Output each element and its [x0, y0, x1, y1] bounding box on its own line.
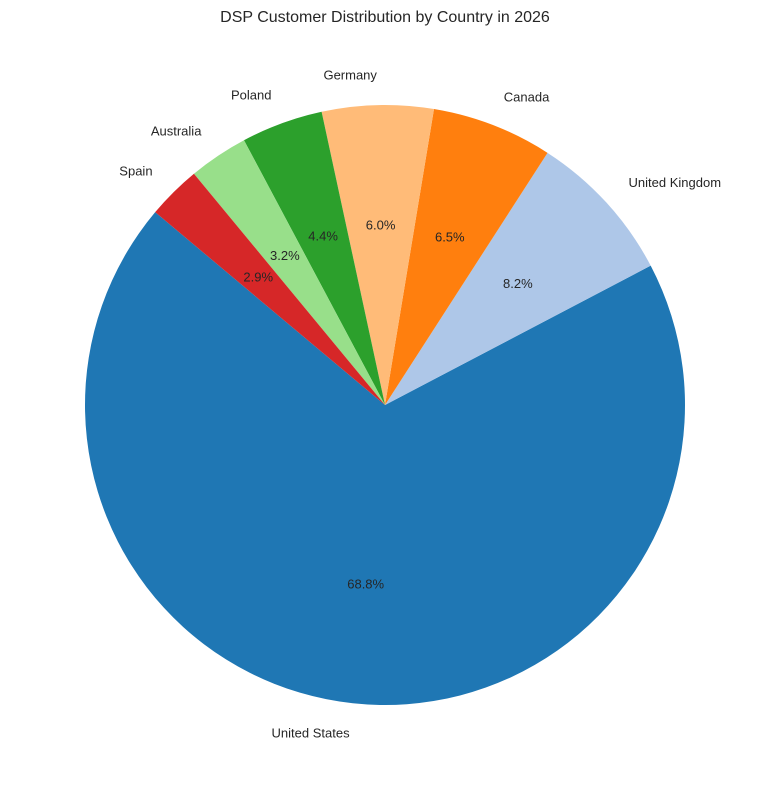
pie-slice-germany — [321, 105, 434, 406]
slice-label: United Kingdom — [629, 175, 722, 190]
slice-label: Spain — [119, 163, 152, 178]
slice-percentage: 6.5% — [435, 230, 465, 245]
slice-label: Germany — [323, 68, 377, 83]
pie-slice-united-states — [85, 212, 686, 705]
pie-slice-poland — [243, 111, 385, 405]
pie-slice-united-kingdom — [385, 152, 651, 405]
slice-label: Australia — [151, 123, 202, 138]
pie-slice-australia — [193, 140, 385, 405]
slice-percentage: 2.9% — [243, 270, 273, 285]
slice-percentage: 8.2% — [503, 276, 533, 291]
pie-slices — [85, 105, 686, 705]
slice-percentage: 4.4% — [308, 228, 338, 243]
slice-percentage: 3.2% — [270, 248, 300, 263]
slice-label: Poland — [231, 88, 271, 103]
slice-labels: United States United Kingdom Canada Germany… — [119, 68, 721, 741]
slice-percentage: 68.8% — [347, 576, 384, 591]
pie-slice-spain — [155, 173, 385, 405]
slice-label: United States — [272, 726, 351, 741]
pie-slice-canada — [385, 109, 548, 405]
slice-percentages: 68.8% 8.2% 6.5% 6.0% 4.4% 3.2% 2.9% — [243, 218, 533, 592]
slice-percentage: 6.0% — [366, 218, 396, 233]
slice-label: Canada — [504, 90, 550, 105]
chart-title: DSP Customer Distribution by Country in … — [220, 9, 550, 26]
